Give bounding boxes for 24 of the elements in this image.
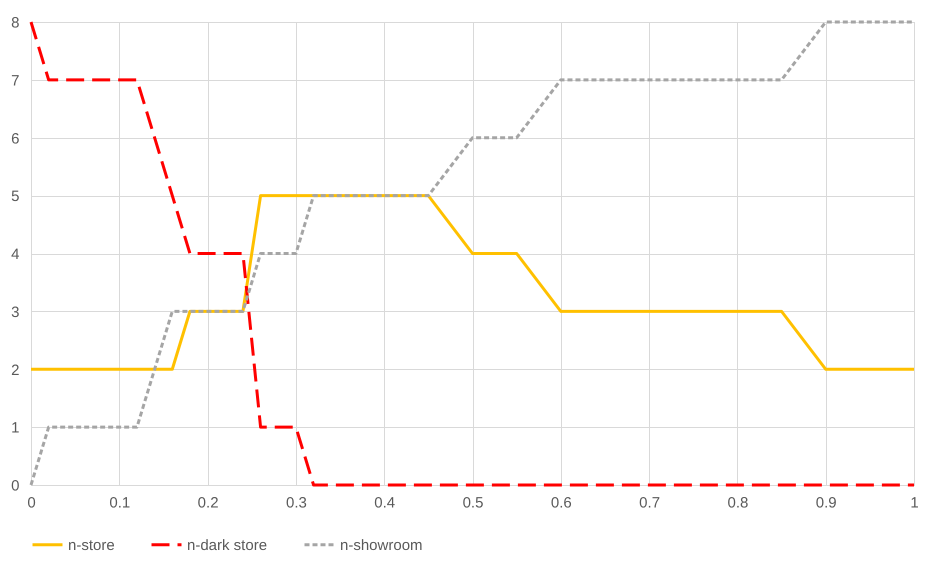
- x-tick-label: 0.8: [727, 494, 748, 512]
- y-tick-label: 4: [11, 246, 20, 263]
- x-tick-label: 0.7: [639, 494, 660, 512]
- y-tick-label: 3: [11, 304, 20, 321]
- x-tick-label: 0.6: [550, 494, 572, 512]
- y-tick-label: 2: [11, 362, 20, 379]
- y-tick-label: 0: [11, 478, 20, 494]
- y-tick-label: 5: [11, 188, 20, 206]
- y-tick-label: 1: [11, 420, 20, 437]
- x-tick-label: 0.2: [198, 494, 219, 512]
- x-tick-label: 0.1: [109, 494, 130, 512]
- x-tick-label: 0.3: [286, 494, 307, 512]
- x-tick-label: 0.5: [462, 494, 484, 512]
- x-tick-label: 0.9: [816, 494, 837, 512]
- y-tick-label: 6: [11, 130, 20, 148]
- y-tick-label: 7: [11, 72, 20, 90]
- x-tick-label: 0.4: [374, 494, 396, 512]
- y-tick-label: 8: [11, 14, 20, 32]
- legend-label: n-dark store: [187, 536, 268, 554]
- line-series: [30, 20, 916, 486]
- x-tick-label: 0: [27, 494, 36, 512]
- x-tick-label: 1: [910, 494, 919, 512]
- legend-label: n-showroom: [340, 536, 423, 554]
- legend-label: n-store: [68, 536, 115, 554]
